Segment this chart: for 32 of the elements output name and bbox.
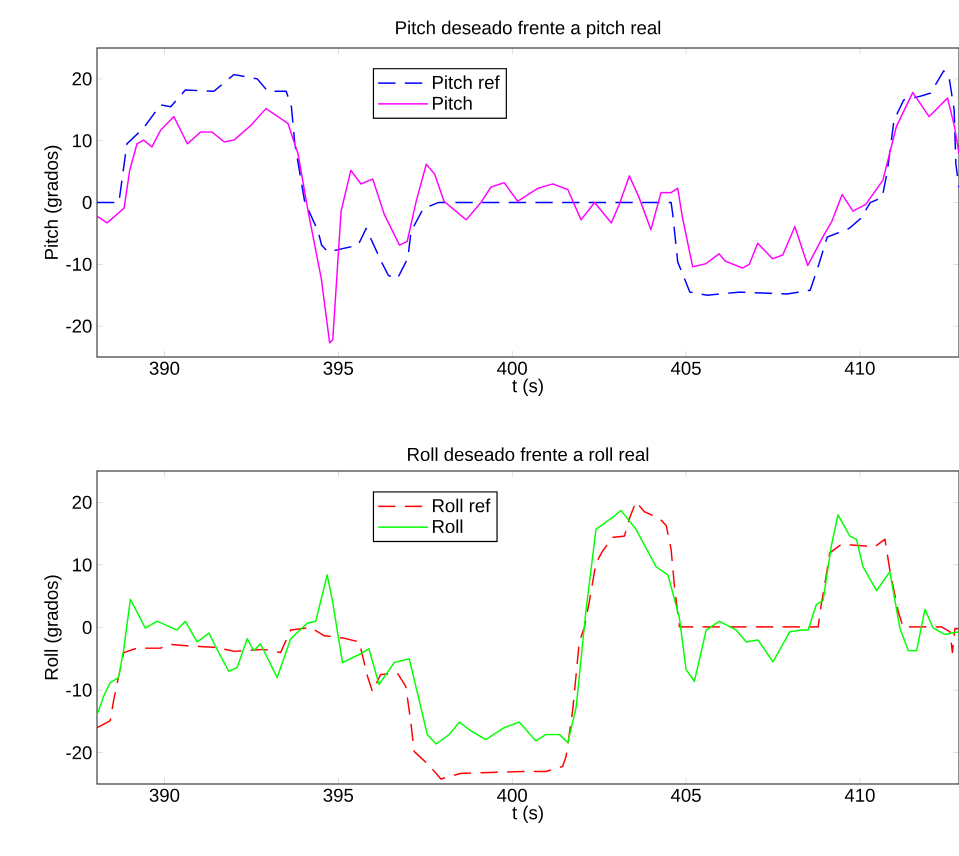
y-tick-label: 10 xyxy=(73,134,92,148)
line-series xyxy=(97,70,959,296)
x-tick-label: 400 xyxy=(497,362,527,375)
x-tick-label: 405 xyxy=(670,788,701,802)
chart-title: Roll deseado frente a roll real xyxy=(408,447,648,462)
y-tick-label: 20 xyxy=(72,72,92,86)
x-tick-label: 390 xyxy=(150,362,180,375)
chart-title: Pitch deseado frente a pitch real xyxy=(396,20,660,38)
y-tick-label: -10 xyxy=(66,258,92,271)
y-axis-title: Roll (grados) xyxy=(44,575,62,680)
y-tick-label: 0 xyxy=(82,620,92,634)
x-tick-label: 390 xyxy=(150,788,180,802)
x-axis-title: t (s) xyxy=(512,378,543,396)
legend-label: Roll ref xyxy=(432,498,490,512)
legend-label: Pitch ref xyxy=(432,75,500,90)
legend-label: Pitch xyxy=(432,96,472,110)
y-tick-label: 10 xyxy=(73,558,92,572)
x-tick-label: 405 xyxy=(670,362,701,375)
y-tick-label: -20 xyxy=(66,746,92,760)
x-tick-label: 400 xyxy=(497,788,527,802)
y-tick-label: -10 xyxy=(66,684,92,697)
legend-label: Roll xyxy=(432,519,462,534)
y-tick-label: 20 xyxy=(72,496,92,509)
y-axis-title: Pitch (grados) xyxy=(44,146,62,259)
y-tick-label: -20 xyxy=(66,320,92,333)
line-series xyxy=(97,92,959,344)
x-axis-title: t (s) xyxy=(512,806,543,823)
x-tick-label: 395 xyxy=(324,362,354,375)
x-tick-label: 395 xyxy=(324,788,354,802)
x-tick-label: 410 xyxy=(844,362,875,375)
x-tick-label: 410 xyxy=(844,788,875,802)
y-tick-label: 0 xyxy=(82,196,92,210)
